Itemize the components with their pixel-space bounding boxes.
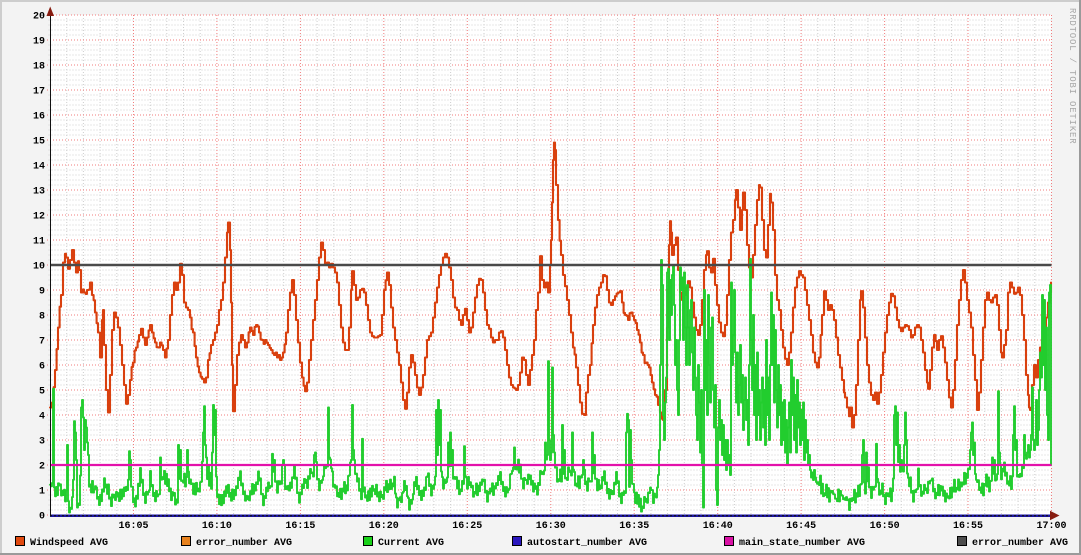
svg-text:1: 1 — [39, 487, 45, 498]
svg-text:16:15: 16:15 — [285, 521, 315, 532]
svg-text:RRDTOOL / TOBI OETIKER: RRDTOOL / TOBI OETIKER — [1067, 8, 1077, 144]
svg-text:18: 18 — [33, 62, 45, 73]
svg-text:17:00: 17:00 — [1036, 521, 1066, 532]
svg-text:6: 6 — [39, 362, 45, 373]
svg-text:16:25: 16:25 — [452, 521, 482, 532]
svg-text:7: 7 — [39, 337, 45, 348]
svg-text:Windspeed AVG: Windspeed AVG — [30, 537, 108, 549]
svg-text:16:30: 16:30 — [536, 521, 566, 532]
svg-text:15: 15 — [33, 137, 45, 148]
svg-text:4: 4 — [39, 412, 45, 423]
svg-text:14: 14 — [33, 162, 45, 173]
svg-text:16:35: 16:35 — [619, 521, 649, 532]
svg-text:Current AVG: Current AVG — [378, 538, 444, 549]
svg-text:11: 11 — [33, 237, 45, 248]
svg-text:3: 3 — [39, 437, 45, 448]
svg-text:20: 20 — [33, 12, 45, 23]
svg-text:19: 19 — [33, 37, 45, 48]
svg-text:main_state_number AVG: main_state_number AVG — [739, 537, 865, 549]
svg-text:12: 12 — [33, 212, 45, 223]
svg-text:13: 13 — [33, 187, 45, 198]
svg-text:5: 5 — [39, 387, 45, 398]
svg-text:16:55: 16:55 — [953, 521, 983, 532]
svg-text:8: 8 — [39, 312, 45, 323]
svg-text:16:10: 16:10 — [202, 521, 232, 532]
svg-text:error_number AVG: error_number AVG — [196, 537, 292, 549]
svg-text:16:45: 16:45 — [786, 521, 816, 532]
svg-text:10: 10 — [33, 262, 45, 273]
svg-text:2: 2 — [39, 462, 45, 473]
svg-text:16: 16 — [33, 112, 45, 123]
svg-text:16:20: 16:20 — [369, 521, 399, 532]
svg-text:17: 17 — [33, 87, 45, 98]
svg-text:error_number AVG: error_number AVG — [972, 537, 1068, 549]
svg-text:16:50: 16:50 — [870, 521, 900, 532]
svg-text:autostart_number AVG: autostart_number AVG — [527, 537, 647, 549]
svg-text:16:40: 16:40 — [703, 521, 733, 532]
svg-text:16:05: 16:05 — [118, 521, 148, 532]
svg-text:9: 9 — [39, 287, 45, 298]
svg-text:0: 0 — [39, 512, 45, 523]
